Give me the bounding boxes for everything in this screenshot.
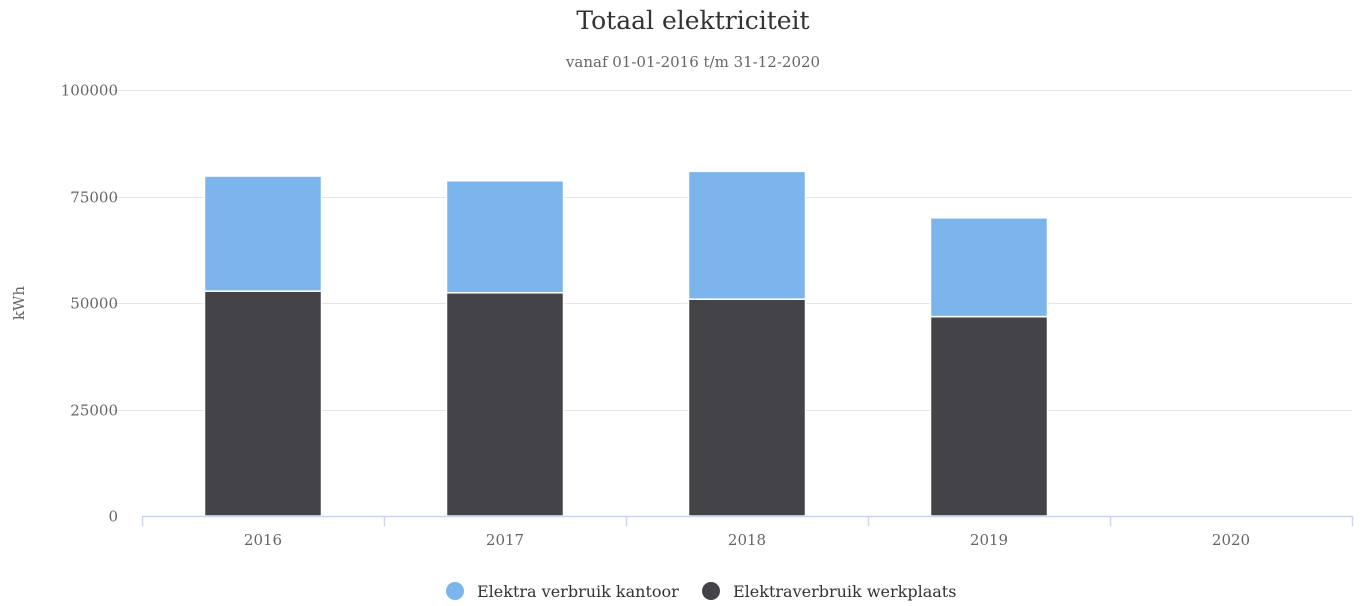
legend-marker [446,582,464,600]
bar-2016-series-0[interactable] [203,290,323,517]
legend-item[interactable]: Elektra verbruik kantoor [446,582,679,601]
x-tick-label: 2018 [728,531,766,549]
bar-2016-series-1[interactable] [203,175,323,292]
bar-2018-series-1[interactable] [687,170,807,300]
legend-label: Elektra verbruik kantoor [477,582,679,601]
x-tick-label: 2016 [244,531,282,549]
x-tick-label: 2017 [486,531,524,549]
legend: Elektra verbruik kantoor Elektraverbruik … [446,582,956,601]
chart-subtitle: vanaf 01-01-2016 t/m 31-12-2020 [565,53,820,71]
x-axis: 2016 2017 2018 2019 2020 [141,515,1354,549]
y-tick-label: 100000 [61,82,118,100]
y-axis-ticks: 0 25000 50000 75000 100000 [61,82,118,526]
bar-2019-series-1[interactable] [929,217,1049,318]
y-tick-label: 25000 [70,402,118,420]
y-axis-label: kWh [10,286,28,321]
bar-2019-series-0[interactable] [929,315,1049,517]
legend-marker [702,582,720,600]
bar-2017-series-1[interactable] [445,179,565,294]
x-tick-label: 2019 [970,531,1008,549]
chart-title: Totaal elektriciteit [576,6,809,35]
x-tick-label: 2020 [1212,531,1250,549]
bars [203,170,1049,517]
bar-2018-series-0[interactable] [687,298,807,517]
y-tick-label: 75000 [70,189,118,207]
legend-label: Elektraverbruik werkplaats [733,582,956,601]
bar-2017-series-0[interactable] [445,292,565,517]
y-tick-label: 0 [108,508,118,526]
y-tick-label: 50000 [70,295,118,313]
legend-item[interactable]: Elektraverbruik werkplaats [702,582,956,601]
